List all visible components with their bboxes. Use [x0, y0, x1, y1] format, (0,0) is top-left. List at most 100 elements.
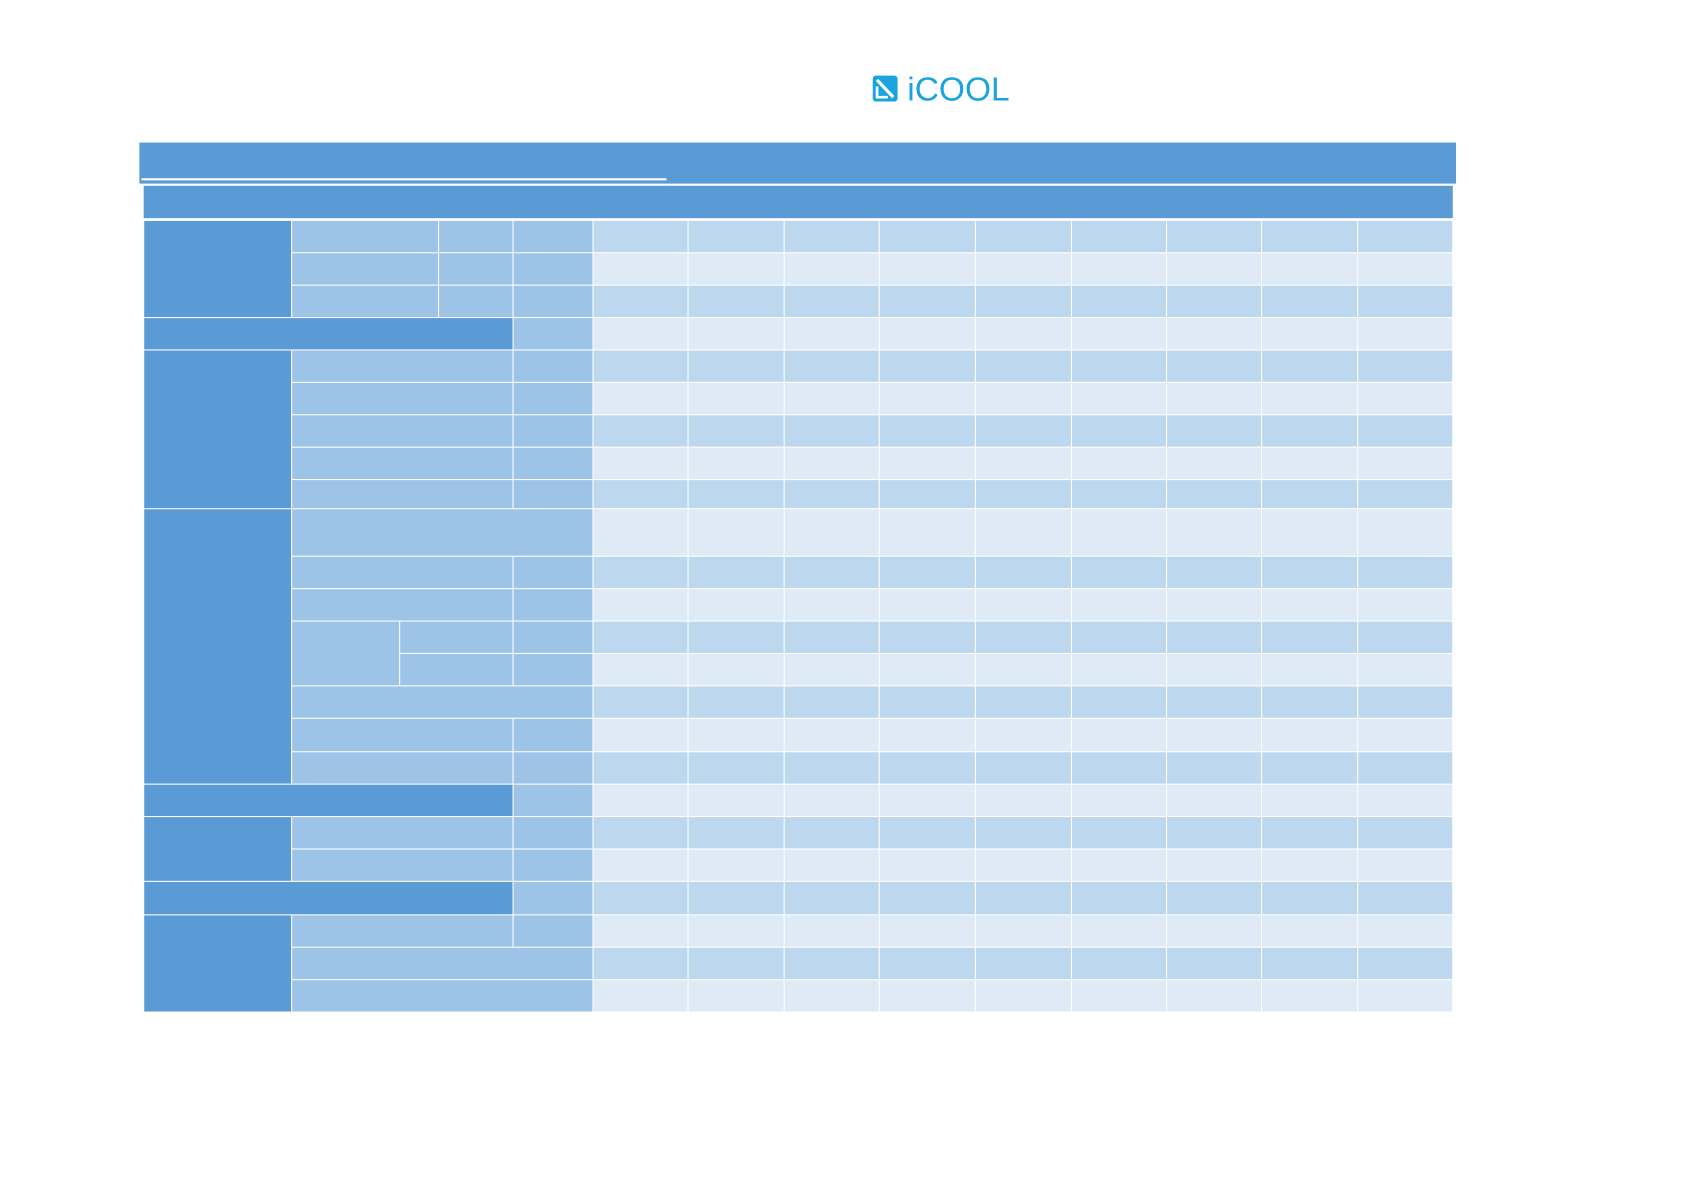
- data-cell: [975, 752, 1071, 784]
- logo-icon-stroke: [875, 86, 888, 99]
- data-cell: [784, 285, 879, 318]
- data-cell: [1072, 509, 1166, 556]
- data-cell: [975, 220, 1071, 253]
- data-cell: [1358, 382, 1453, 415]
- subtitle-bar: [143, 185, 1453, 219]
- data-cell: [1262, 686, 1358, 718]
- data-cell: [1167, 817, 1262, 849]
- data-cell: [688, 686, 784, 718]
- data-cell: [1072, 350, 1166, 382]
- data-cell: [879, 447, 975, 480]
- data-cell: [688, 382, 784, 415]
- data-cell: [1072, 556, 1166, 589]
- data-cell: [879, 947, 975, 980]
- data-cell: [1358, 285, 1453, 318]
- data-cell: [975, 881, 1071, 915]
- data-cell: [879, 784, 975, 817]
- data-cell: [1262, 480, 1358, 509]
- data-cell: [1072, 621, 1166, 653]
- data-cell: [593, 556, 688, 589]
- data-cell: [1358, 509, 1453, 556]
- label-cell: [439, 285, 513, 318]
- data-cell: [1358, 220, 1453, 253]
- data-cell: [1262, 817, 1358, 849]
- data-cell: [1358, 849, 1453, 881]
- data-cell: [593, 718, 688, 752]
- data-cell: [1358, 447, 1453, 480]
- group-cell: [144, 915, 292, 1012]
- label-cell: [292, 589, 513, 621]
- data-cell: [593, 980, 688, 1012]
- label-cell: [513, 556, 593, 589]
- label-cell: [292, 686, 593, 718]
- data-cell: [593, 817, 688, 849]
- data-cell: [593, 480, 688, 509]
- data-cell: [1262, 447, 1358, 480]
- data-cell: [1167, 654, 1262, 686]
- data-cell: [784, 621, 879, 653]
- group-cell: [144, 881, 513, 915]
- group-cell: [144, 220, 292, 318]
- data-cell: [975, 447, 1071, 480]
- data-cell: [784, 253, 879, 285]
- data-cell: [593, 253, 688, 285]
- data-cell: [879, 980, 975, 1012]
- logo-icon-stroke: [875, 78, 895, 99]
- data-cell: [1072, 318, 1166, 350]
- data-cell: [1358, 947, 1453, 980]
- label-cell: [513, 915, 593, 947]
- data-cell: [784, 556, 879, 589]
- data-cell: [1072, 784, 1166, 817]
- data-cell: [1167, 480, 1262, 509]
- label-cell: [292, 447, 513, 480]
- data-cell: [1262, 654, 1358, 686]
- data-cell: [1167, 621, 1262, 653]
- data-cell: [1262, 621, 1358, 653]
- label-cell: [292, 817, 513, 849]
- data-cell: [593, 350, 688, 382]
- data-cell: [1167, 350, 1262, 382]
- label-cell: [513, 881, 593, 915]
- data-cell: [1358, 415, 1453, 447]
- data-cell: [879, 654, 975, 686]
- data-cell: [879, 718, 975, 752]
- data-cell: [593, 915, 688, 947]
- data-cell: [784, 881, 879, 915]
- data-cell: [1358, 817, 1453, 849]
- data-cell: [1167, 556, 1262, 589]
- data-cell: [688, 752, 784, 784]
- data-cell: [1167, 718, 1262, 752]
- data-cell: [1072, 285, 1166, 318]
- data-cell: [1167, 980, 1262, 1012]
- data-cell: [879, 285, 975, 318]
- label-cell: [513, 654, 593, 686]
- data-cell: [688, 947, 784, 980]
- data-cell: [688, 415, 784, 447]
- data-cell: [1167, 220, 1262, 253]
- data-cell: [688, 350, 784, 382]
- data-cell: [975, 718, 1071, 752]
- data-cell: [784, 589, 879, 621]
- label-cell: [292, 382, 513, 415]
- label-cell: [513, 318, 593, 350]
- label-cell: [439, 253, 513, 285]
- data-cell: [1167, 686, 1262, 718]
- data-cell: [1262, 718, 1358, 752]
- data-cell: [593, 285, 688, 318]
- data-cell: [1072, 480, 1166, 509]
- table: [144, 220, 1453, 1012]
- data-cell: [1072, 686, 1166, 718]
- data-cell: [784, 382, 879, 415]
- label-cell: [513, 817, 593, 849]
- data-cell: [879, 556, 975, 589]
- data-cell: [1262, 415, 1358, 447]
- data-cell: [1262, 285, 1358, 318]
- label-cell: [292, 849, 513, 881]
- data-cell: [1358, 718, 1453, 752]
- label-cell: [292, 253, 439, 285]
- label-cell: [513, 350, 593, 382]
- data-cell: [975, 509, 1071, 556]
- data-cell: [593, 382, 688, 415]
- label-cell: [292, 621, 400, 686]
